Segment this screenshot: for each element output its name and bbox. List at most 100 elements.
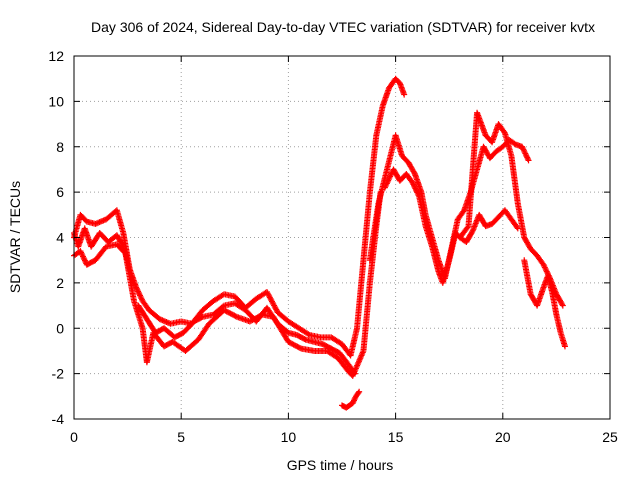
data-point [386,174,393,181]
data-point [411,184,418,191]
data-point [80,254,87,261]
y-tick-label: -2 [52,366,65,382]
data-point [541,263,548,270]
data-point [124,257,131,264]
data-point [135,289,142,296]
data-point [522,151,529,158]
y-tick-label: 2 [56,275,64,291]
data-point [524,154,531,161]
data-point [219,303,226,310]
data-point [401,91,408,98]
x-tick-label: 0 [70,429,78,445]
y-tick-label: 8 [56,139,64,155]
series-mid-band [135,300,358,377]
data-point [411,182,418,189]
x-axis-label: GPS time / hours [287,457,394,473]
data-point [137,293,144,300]
series-branch-4 [456,109,566,309]
data-point [522,150,529,157]
data-point [414,189,421,196]
x-tick-label: 10 [281,429,297,445]
data-point [355,389,362,396]
data-point [198,314,205,321]
data-point [78,250,85,257]
data-point [383,181,390,188]
data-point [540,261,547,268]
data-point [410,181,417,188]
data-point [137,292,144,299]
data-point [414,190,421,197]
series-tail-low [521,257,568,350]
data-point [411,169,418,176]
data-point [464,224,471,231]
data-point [513,224,520,231]
data-point [542,265,549,272]
data-point [232,313,239,320]
chart-title: Day 306 of 2024, Sidereal Day-to-day VTE… [91,19,595,35]
series-left-band [71,225,131,264]
y-tick-label: -4 [52,411,65,427]
data-point [501,128,508,135]
data-point [80,253,87,260]
data-point [382,183,389,190]
series-branch-3 [381,166,521,286]
data-point [384,179,391,186]
data-point [351,396,358,403]
y-tick-label: 0 [56,320,64,336]
data-series [71,75,568,411]
data-point [296,344,303,351]
data-point [409,180,416,187]
y-tick-label: 10 [48,93,64,109]
y-axis-label: SDTVAR / TECUs [7,181,23,293]
data-point [351,370,358,377]
data-point [135,288,142,295]
data-point [519,143,526,150]
data-point [387,172,394,179]
data-point [351,397,358,404]
data-point [523,153,530,160]
data-point [385,176,392,183]
data-point [520,146,527,153]
data-point [136,291,143,298]
grid-lines [74,56,610,419]
data-point [521,147,528,154]
data-point [381,184,388,191]
data-point [134,287,141,294]
data-point [561,343,568,350]
data-point [305,331,312,338]
data-point [81,257,88,264]
data-point [385,177,392,184]
data-point [387,173,394,180]
data-point [284,328,291,335]
data-point [559,302,566,309]
data-point [519,145,526,152]
data-point [383,180,390,187]
axis-ticks: 0 5 10 15 20 25 -4 -2 0 2 4 6 8 10 12 [48,48,618,445]
data-point [559,301,566,308]
data-point [415,192,422,199]
y-tick-label: 6 [56,184,64,200]
data-point [356,388,363,395]
data-point [119,242,126,249]
data-point [413,188,420,195]
y-tick-label: 12 [48,48,64,64]
data-point [301,335,308,342]
series-isolated [339,388,363,411]
data-point [79,252,86,259]
data-point [350,398,357,405]
data-point [469,228,476,235]
data-point [524,156,531,163]
data-point [78,249,85,256]
data-point [349,400,356,407]
data-point [412,186,419,193]
data-point [412,185,419,192]
data-point [133,285,140,292]
data-point [350,369,357,376]
y-tick-label: 4 [56,230,64,246]
data-point [543,268,550,275]
x-tick-label: 15 [388,429,404,445]
data-point [541,264,548,271]
data-point [525,157,532,164]
x-tick-label: 20 [495,429,511,445]
